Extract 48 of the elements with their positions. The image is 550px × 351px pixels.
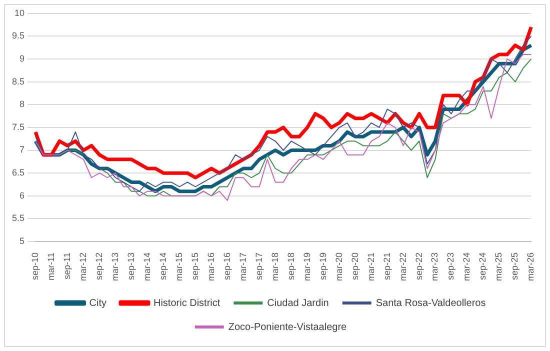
y-tick-label: 8.5 <box>12 76 25 86</box>
x-tick-label: sep-19 <box>318 252 328 280</box>
x-tick-label: mar-26 <box>526 252 536 282</box>
x-tick-label: mar-13 <box>110 252 120 282</box>
x-tick-label: mar-17 <box>238 252 248 282</box>
legend-label: City <box>89 298 106 309</box>
x-tick-label: mar-15 <box>174 252 184 282</box>
y-tick-label: 7.5 <box>12 122 25 132</box>
y-tick-label: 9 <box>19 54 25 64</box>
x-tick-label: sep-13 <box>126 252 136 280</box>
x-tick-label: sep-18 <box>286 252 296 280</box>
y-tick-label: 6 <box>19 190 25 200</box>
y-tick-label: 10 <box>14 8 25 18</box>
y-tick-label: 5 <box>19 236 25 246</box>
x-tick-label: mar-14 <box>142 252 152 282</box>
x-tick-label: mar-11 <box>46 252 56 280</box>
x-tick-label: mar-25 <box>494 252 504 282</box>
x-tick-label: sep-12 <box>94 252 104 280</box>
y-tick-label: 5.5 <box>12 213 25 224</box>
x-tick-label: sep-21 <box>382 252 392 280</box>
x-tick-label: sep-10 <box>30 252 40 280</box>
legend-label: Ciudad Jardin <box>267 298 329 309</box>
y-tick-label: 9.5 <box>12 30 25 41</box>
x-tick-label: sep-24 <box>478 252 488 280</box>
x-tick-label: sep-25 <box>510 252 520 280</box>
x-tick-label: mar-21 <box>366 252 376 282</box>
legend-label: Historic District <box>153 298 220 309</box>
x-tick-label: sep-16 <box>222 252 232 280</box>
x-tick-label: mar-18 <box>270 252 280 282</box>
x-tick-label: sep-23 <box>446 252 456 280</box>
x-tick-label: mar-22 <box>398 252 408 282</box>
x-tick-label: sep-17 <box>254 252 264 280</box>
x-tick-label: mar-19 <box>302 252 312 282</box>
x-tick-label: sep-15 <box>190 252 200 280</box>
x-tick-label: sep-11 <box>62 252 72 280</box>
x-tick-label: mar-12 <box>78 252 88 282</box>
x-tick-label: mar-16 <box>206 252 216 282</box>
x-tick-label: mar-24 <box>462 252 472 282</box>
legend-label: Santa Rosa-Valdeolleros <box>376 298 486 309</box>
x-tick-label: mar-20 <box>334 252 344 282</box>
x-tick-label: sep-20 <box>350 252 360 280</box>
y-tick-label: 8 <box>19 99 25 110</box>
x-tick-label: sep-14 <box>158 252 168 280</box>
x-tick-label: mar-23 <box>430 252 440 282</box>
x-tick-label: sep-22 <box>414 252 424 280</box>
y-tick-label: 7 <box>19 144 25 155</box>
legend-label: Zoco-Poniente-Vistaalegre <box>228 322 348 333</box>
y-tick-label: 6.5 <box>12 168 25 178</box>
